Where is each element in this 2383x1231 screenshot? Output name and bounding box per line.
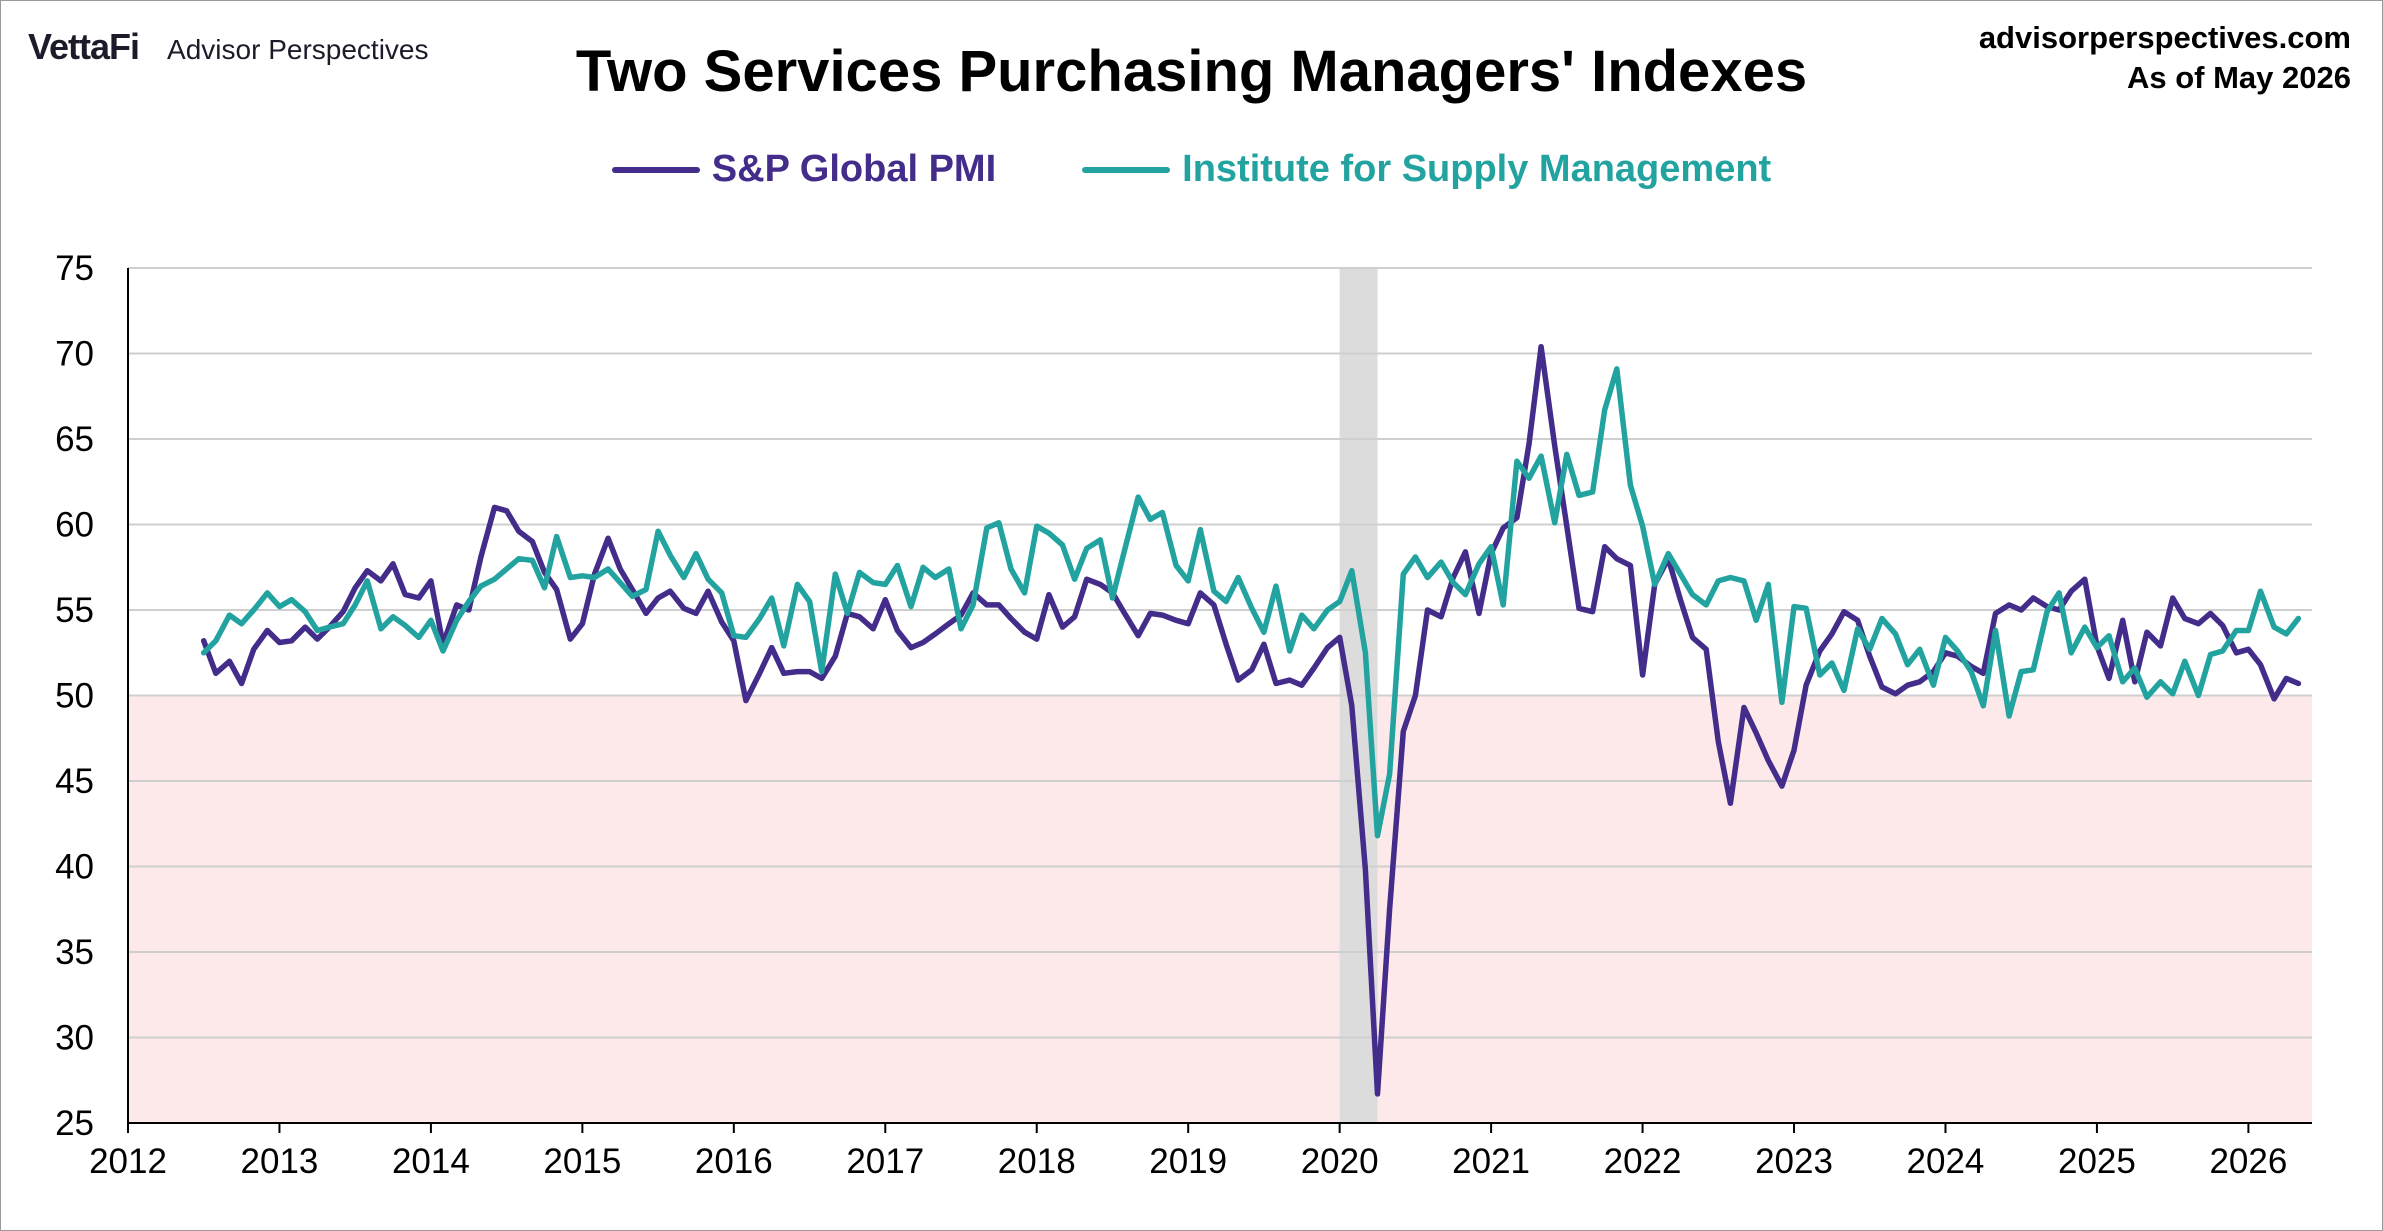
brand-name: Advisor Perspectives bbox=[167, 34, 429, 65]
as-of-date: As of May 2026 bbox=[2127, 60, 2351, 95]
legend: S&P Global PMI Institute for Supply Mana… bbox=[0, 148, 2383, 191]
x-tick-label-2022: 2022 bbox=[1604, 1142, 1682, 1181]
x-tick-label-2017: 2017 bbox=[846, 1142, 924, 1181]
y-tick-label-55: 55 bbox=[55, 591, 94, 630]
legend-item-ism: Institute for Supply Management bbox=[1082, 148, 1771, 191]
brand: VettaFi Advisor Perspectives bbox=[28, 26, 428, 68]
x-tick-label-2015: 2015 bbox=[543, 1142, 621, 1181]
series-line-ism bbox=[200, 366, 2302, 839]
y-tick-label-30: 30 bbox=[55, 1019, 94, 1058]
x-tick-label-2013: 2013 bbox=[241, 1142, 319, 1181]
x-tick-label-2025: 2025 bbox=[2058, 1142, 2136, 1181]
y-tick-label-65: 65 bbox=[55, 420, 94, 459]
y-tick-label-75: 75 bbox=[55, 249, 94, 288]
series-line-sp-global bbox=[200, 343, 2302, 1097]
x-tick-label-2018: 2018 bbox=[998, 1142, 1076, 1181]
source-info: advisorperspectives.com As of May 2026 bbox=[1979, 18, 2351, 98]
y-tick-label-50: 50 bbox=[55, 677, 94, 716]
legend-item-sp-global: S&P Global PMI bbox=[611, 148, 997, 191]
x-tick-label-2021: 2021 bbox=[1452, 1142, 1530, 1181]
y-tick-label-45: 45 bbox=[55, 762, 94, 801]
x-tick-label-2012: 2012 bbox=[89, 1142, 167, 1181]
x-tick-label-2023: 2023 bbox=[1755, 1142, 1833, 1181]
y-tick-label-40: 40 bbox=[55, 848, 94, 887]
x-tick-label-2026: 2026 bbox=[2209, 1142, 2287, 1181]
legend-label-sp-global: S&P Global PMI bbox=[711, 148, 997, 190]
chart-title: Two Services Purchasing Managers' Indexe… bbox=[575, 39, 1808, 104]
x-tick-label-2020: 2020 bbox=[1301, 1142, 1379, 1181]
y-tick-label-25: 25 bbox=[55, 1104, 94, 1143]
y-tick-label-70: 70 bbox=[55, 335, 94, 374]
contraction-band bbox=[128, 695, 2312, 1123]
legend-swatch-ism bbox=[1082, 166, 1171, 173]
legend-swatch-sp-global bbox=[611, 166, 700, 173]
x-tick-label-2016: 2016 bbox=[695, 1142, 773, 1181]
x-tick-label-2019: 2019 bbox=[1149, 1142, 1227, 1181]
legend-label-ism: Institute for Supply Management bbox=[1182, 148, 1772, 190]
x-tick-label-2014: 2014 bbox=[392, 1142, 470, 1181]
y-tick-label-35: 35 bbox=[55, 933, 94, 972]
site-url: advisorperspectives.com bbox=[1978, 20, 2351, 55]
vettafi-logo: VettaFi bbox=[28, 26, 140, 67]
x-tick-label-2024: 2024 bbox=[1907, 1142, 1985, 1181]
y-tick-label-60: 60 bbox=[55, 506, 94, 545]
